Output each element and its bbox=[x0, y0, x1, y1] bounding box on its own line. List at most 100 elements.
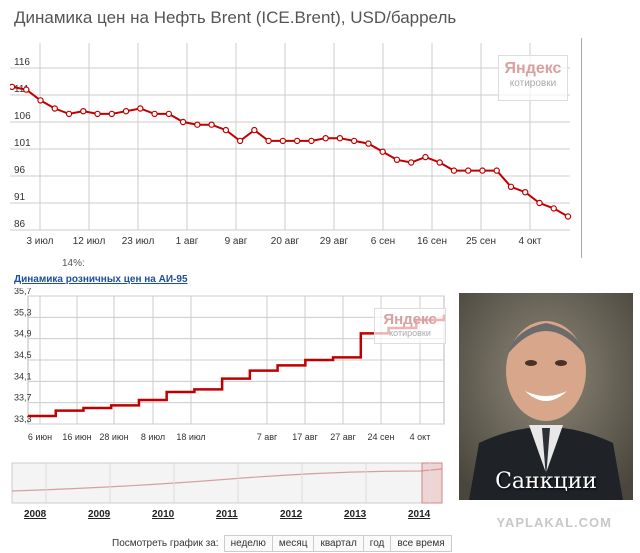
site-watermark: YAPLAKAL.COM bbox=[496, 515, 612, 530]
navigator-line bbox=[11, 468, 443, 492]
y-tick-label: 34,5 bbox=[14, 350, 32, 360]
watermark-brand: Яндекс bbox=[504, 60, 562, 77]
oil-chart-title: Динамика цен на Нефть Brent (ICE.Brent),… bbox=[14, 8, 457, 27]
period-year-button[interactable]: год bbox=[362, 535, 392, 552]
chart-right-border bbox=[581, 38, 582, 258]
watermark-sub-2: котировки bbox=[389, 328, 431, 338]
x-tick-label: 16 июн bbox=[62, 432, 91, 442]
brent-data-point bbox=[336, 134, 344, 142]
brent-data-point bbox=[293, 137, 301, 145]
x-tick-label: 25 сен bbox=[466, 236, 496, 247]
x-tick-label: 24 сен bbox=[368, 432, 395, 442]
period-month-button[interactable]: месяц bbox=[271, 535, 315, 552]
period-label: Посмотреть график за: bbox=[112, 538, 219, 549]
y-tick-label: 101 bbox=[14, 138, 31, 149]
x-tick-label: 9 авг bbox=[225, 236, 248, 247]
brent-data-point bbox=[165, 110, 173, 118]
brent-data-point bbox=[137, 105, 144, 112]
brent-data-point bbox=[308, 137, 315, 145]
y-tick-label: 106 bbox=[14, 111, 31, 122]
period-quarter-button[interactable]: квартал bbox=[313, 535, 364, 552]
x-tick-label: 8 июл bbox=[141, 432, 165, 442]
brent-data-point bbox=[493, 167, 500, 174]
brent-data-point bbox=[194, 121, 201, 128]
navigator-year-label: 2013 bbox=[344, 509, 367, 520]
period-week-button[interactable]: неделю bbox=[223, 535, 273, 552]
y-tick-label: 34,1 bbox=[14, 371, 32, 381]
x-tick-label: 20 авг bbox=[271, 236, 300, 247]
oil-price-chart: 116 111 106 101 96 91 86 3 июл 12 июл 23 июл 1 авг… bbox=[8, 38, 582, 258]
brent-data-point bbox=[322, 134, 329, 142]
photo-caption: Санкции bbox=[495, 469, 597, 494]
y-tick-label: 34,9 bbox=[14, 329, 32, 339]
y-tick-label: 86 bbox=[14, 219, 26, 230]
brent-data-point bbox=[407, 159, 415, 166]
brent-data-point bbox=[151, 110, 158, 118]
yandex-watermark-2: Яндекс котировки bbox=[374, 308, 446, 344]
brent-data-point bbox=[393, 156, 401, 164]
brent-data-point bbox=[122, 107, 130, 115]
brent-data-point bbox=[251, 126, 258, 134]
period-all-time-button[interactable]: все время bbox=[390, 535, 452, 552]
x-tick-label: 4 окт bbox=[410, 432, 431, 442]
fuel-price-chart: 35,7 35,3 34,9 34,5 34,1 33,7 33,3 6 июн 16 июн 2… bbox=[10, 286, 450, 520]
x-tick-label: 3 июл bbox=[26, 236, 53, 247]
navigator-strip bbox=[11, 462, 443, 504]
brent-data-point bbox=[236, 137, 244, 145]
navigator-year-label: 2008 bbox=[24, 509, 47, 520]
x-tick-label: 27 авг bbox=[330, 432, 356, 442]
y-tick-label: 91 bbox=[14, 192, 26, 203]
brent-data-point bbox=[479, 167, 486, 174]
fuel-chart-title-link[interactable]: Динамика розничных цен на АИ-95 bbox=[14, 274, 188, 285]
yandex-watermark: Яндекс котировки bbox=[498, 55, 568, 101]
y-tick-label: 116 bbox=[14, 57, 30, 68]
x-tick-label: 7 авг bbox=[257, 432, 278, 442]
brent-data-point bbox=[94, 110, 101, 118]
brent-data-point bbox=[65, 110, 73, 118]
navigator-year-label: 2009 bbox=[88, 509, 111, 520]
brent-data-point bbox=[379, 148, 386, 155]
brent-data-point bbox=[179, 118, 187, 126]
brent-data-point bbox=[507, 183, 515, 190]
brent-data-point bbox=[465, 167, 472, 174]
brent-data-point bbox=[208, 121, 215, 128]
x-tick-label: 6 июн bbox=[28, 432, 52, 442]
brent-price-line bbox=[11, 85, 569, 218]
y-tick-label: 33,7 bbox=[14, 393, 32, 403]
navigator-year-label: 2010 bbox=[152, 509, 175, 520]
brent-data-point bbox=[422, 153, 429, 161]
brent-data-point bbox=[51, 105, 58, 112]
y-tick-label: 96 bbox=[14, 165, 26, 176]
y-tick-label: 35,3 bbox=[14, 307, 32, 317]
brent-data-point bbox=[8, 83, 16, 91]
brent-data-point bbox=[365, 140, 372, 147]
person-photo: Санкции bbox=[459, 293, 633, 500]
brent-data-point bbox=[450, 167, 458, 174]
navigator-year-label: 2012 bbox=[280, 509, 303, 520]
brent-data-point bbox=[350, 137, 358, 145]
brent-data-point bbox=[522, 188, 529, 196]
brent-data-point bbox=[23, 86, 30, 93]
x-tick-label: 23 июл bbox=[122, 236, 155, 247]
brent-data-point bbox=[265, 137, 272, 145]
fuel-price-chart-svg: 35,7 35,3 34,9 34,5 34,1 33,7 33,3 6 июн 16 июн 2… bbox=[11, 286, 446, 520]
brent-data-point bbox=[80, 107, 87, 115]
brent-data-point bbox=[37, 97, 44, 104]
x-tick-label: 4 окт bbox=[519, 236, 542, 247]
brent-data-point bbox=[222, 126, 230, 134]
period-selector: Посмотреть график за: неделю месяц кварт… bbox=[112, 535, 452, 552]
brent-data-point bbox=[564, 213, 572, 220]
percent-note: 14%: bbox=[62, 258, 85, 269]
watermark-sub: котировки bbox=[509, 78, 557, 89]
navigator-selection bbox=[421, 462, 443, 504]
x-tick-label: 16 сен bbox=[417, 236, 447, 247]
brent-data-point bbox=[108, 110, 115, 118]
x-tick-label: 17 авг bbox=[292, 432, 318, 442]
x-tick-label: 28 июн bbox=[99, 432, 128, 442]
watermark-brand-2: Яндекс bbox=[383, 311, 437, 328]
navigator-year-label: 2011 bbox=[216, 509, 238, 520]
person-illustration bbox=[459, 293, 633, 500]
navigator-year-label: 2014 bbox=[408, 509, 431, 520]
x-tick-label: 12 июл bbox=[73, 236, 106, 247]
